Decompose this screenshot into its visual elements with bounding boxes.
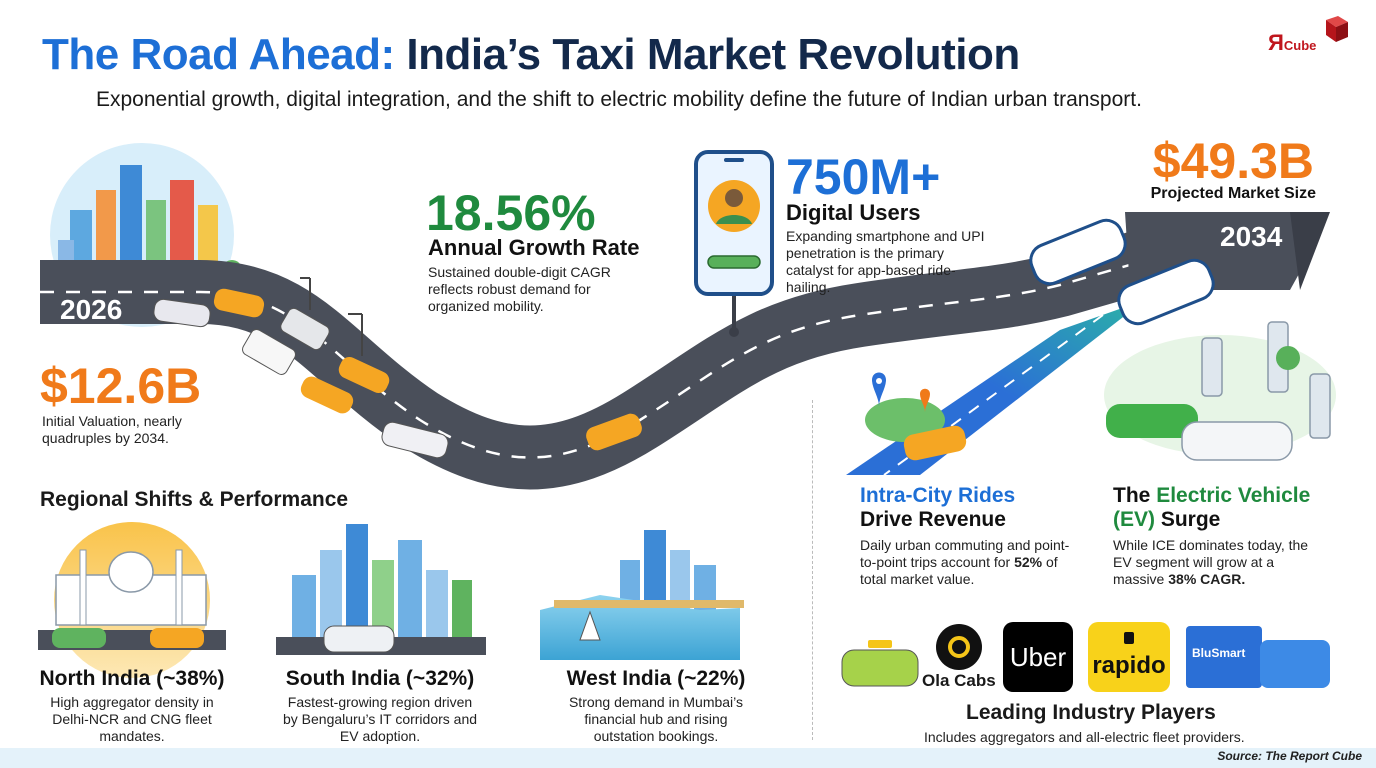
- source-credit: Source: The Report Cube: [1217, 749, 1362, 763]
- projected-market-value: $49.3B: [1152, 133, 1314, 189]
- title-highlight: The Road Ahead:: [42, 30, 395, 79]
- electric-trains: [1029, 218, 1215, 326]
- ev-desc: While ICE dominates today, the EV segmen…: [1113, 537, 1323, 588]
- growth-rate-value: 18.56%: [426, 185, 596, 241]
- intracity-desc: Daily urban commuting and point-to-point…: [860, 537, 1070, 588]
- ola-logo: [936, 624, 982, 670]
- logo-wordmark: RCube: [1268, 30, 1316, 56]
- street-lamps: [300, 277, 363, 356]
- projected-market-label: Projected Market Size: [1150, 185, 1316, 202]
- rapido-wordmark: rapido: [1092, 652, 1166, 679]
- west-india-desc: Strong demand in Mumbai’s financial hub …: [568, 694, 744, 744]
- intracity-title-main: Drive Revenue: [860, 508, 1006, 531]
- north-india-desc: High aggregator density in Delhi-NCR and…: [50, 694, 214, 744]
- initial-valuation-value: $12.6B: [40, 358, 202, 414]
- growth-rate-desc: Sustained double-digit CAGR reflects rob…: [428, 264, 611, 314]
- ev-cagr: 38% CAGR.: [1168, 571, 1246, 587]
- ev-title-post: Surge: [1160, 508, 1221, 531]
- digital-users-label: Digital Users: [786, 200, 921, 225]
- south-india-illustration: [276, 524, 486, 655]
- players-heading: Leading Industry Players: [966, 701, 1216, 724]
- ev-desc-text: While ICE dominates today, the EV segmen…: [1113, 537, 1309, 587]
- west-india-illustration: [540, 530, 744, 660]
- taxi-cars: [153, 288, 642, 459]
- rapido-logo: rapido: [1088, 622, 1170, 692]
- ev-title-abbr: (EV): [1113, 508, 1155, 531]
- ola-cabs-label: Ola Cabs: [922, 671, 996, 690]
- cube-icon: [1326, 16, 1348, 42]
- smartphone-illustration: [694, 150, 774, 337]
- section-divider: [812, 400, 813, 740]
- logo-suffix: Cube: [1283, 38, 1317, 53]
- digital-users-value: 750M+: [786, 149, 941, 205]
- start-year-label: 2026: [60, 294, 123, 325]
- regional-heading: Regional Shifts & Performance: [40, 488, 349, 511]
- player-vehicles: [841, 626, 1330, 688]
- end-year-label: 2034: [1220, 221, 1283, 252]
- north-india-illustration: [38, 522, 226, 678]
- intra-city-scene: [865, 372, 967, 461]
- page-title: The Road Ahead: India’s Taxi Market Revo…: [42, 30, 1020, 80]
- players-desc: Includes aggregators and all-electric fl…: [924, 729, 1245, 745]
- initial-valuation-desc: Initial Valuation, nearly quadruples by …: [42, 413, 182, 446]
- footer-strip: [0, 748, 1376, 768]
- road-lane-markings: [40, 260, 1141, 459]
- intracity-title: Intra-City Rides Drive Revenue: [860, 484, 1015, 532]
- north-india-title: North India (~38%): [39, 667, 225, 690]
- digital-users-desc: Expanding smartphone and UPI penetration…: [786, 228, 985, 295]
- south-india-desc: Fastest-growing region driven by Bengalu…: [282, 694, 478, 744]
- intracity-desc-text: Daily urban commuting and point-to-point…: [860, 537, 1070, 570]
- ev-title: The Electric Vehicle (EV) Surge: [1113, 484, 1343, 532]
- title-main: India’s Taxi Market Revolution: [406, 30, 1020, 79]
- page-subtitle: Exponential growth, digital integration,…: [96, 88, 1142, 111]
- rapido-mark-icon: [1124, 632, 1134, 644]
- report-cube-logo: RCube: [1268, 16, 1348, 60]
- uber-logo: Uber: [1003, 622, 1073, 692]
- west-india-title: West India (~22%): [566, 667, 746, 690]
- intracity-desc-tail: of total market value.: [860, 554, 1058, 587]
- south-india-title: South India (~32%): [285, 667, 475, 690]
- ev-title-highlight: Electric Vehicle: [1156, 484, 1311, 507]
- ola-ring-icon: [948, 636, 970, 658]
- ev-charging-scene: [1104, 321, 1336, 461]
- intracity-title-highlight: Intra-City Rides: [860, 484, 1016, 507]
- intracity-share: 52%: [1014, 554, 1043, 570]
- ev-title-pre: The: [1113, 484, 1151, 507]
- growth-rate-label: Annual Growth Rate: [428, 235, 640, 260]
- blusmart-label: BluSmart: [1192, 646, 1246, 660]
